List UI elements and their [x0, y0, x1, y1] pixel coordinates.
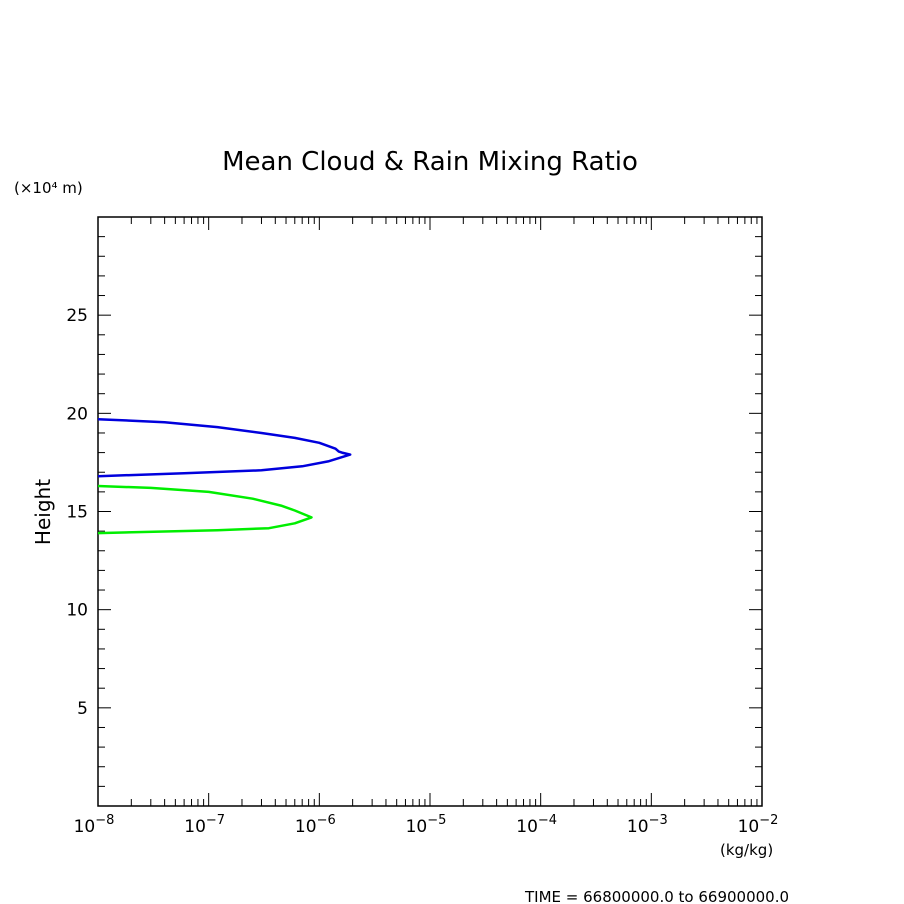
y-tick-label: 15 [66, 503, 88, 523]
x-tick-label: 10−4 [516, 813, 557, 837]
y-tick-label: 10 [66, 601, 88, 621]
x-tick-label: 10−6 [295, 813, 336, 837]
x-tick-label: 10−7 [184, 813, 225, 837]
y-tick-label: 25 [66, 306, 88, 326]
y-tick-label: 20 [66, 404, 88, 424]
chart-title: Mean Cloud & Rain Mixing Ratio [222, 147, 638, 177]
axis-ticks: 10−8 10−7 10−6 10−5 10−4 10−3 10−2 5 10 15 20 25 [66, 217, 778, 837]
x-axis-unit: (kg/kg) [720, 841, 773, 859]
series-line [97, 417, 352, 478]
y-tick-label: 5 [77, 699, 88, 719]
y-axis-label: Height [31, 479, 55, 545]
x-tick-label: 10−5 [406, 813, 447, 837]
series-line [97, 484, 313, 535]
series-layer [97, 417, 352, 535]
time-range-text: TIME = 66800000.0 to 66900000.0 [524, 888, 789, 904]
x-tick-label: 10−8 [74, 813, 115, 837]
y-axis-unit: (×10⁴ m) [14, 179, 83, 197]
plot-frame [97, 216, 763, 807]
x-tick-label: 10−2 [738, 813, 779, 837]
x-tick-label: 10−3 [627, 813, 668, 837]
